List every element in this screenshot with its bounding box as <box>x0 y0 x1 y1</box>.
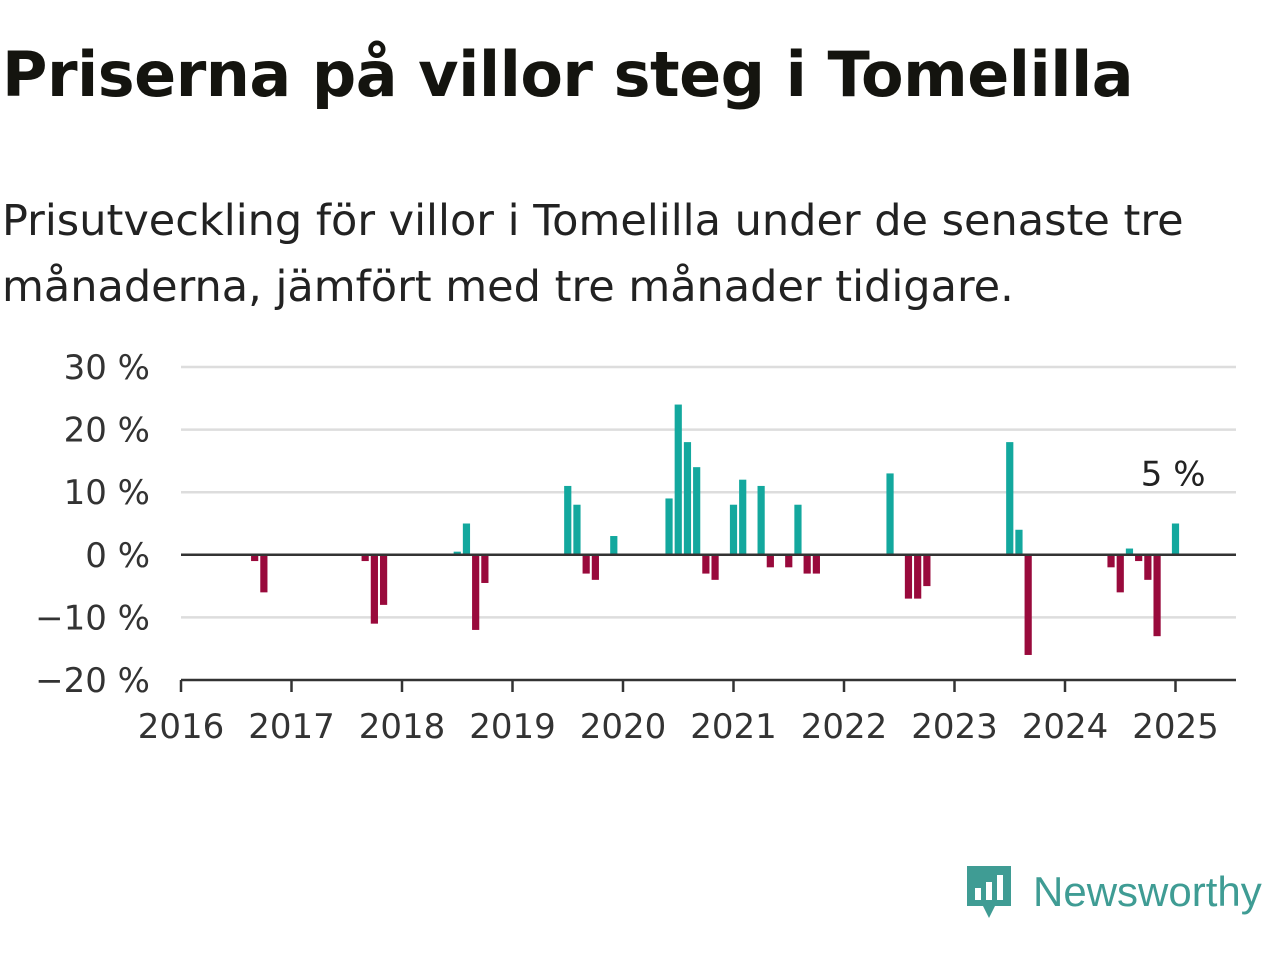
bar <box>361 554 369 562</box>
bar <box>766 554 774 568</box>
bar <box>370 554 378 624</box>
bar <box>481 554 489 583</box>
x-tick-label: 2025 <box>1132 707 1219 747</box>
bars <box>251 404 1180 655</box>
y-tick-label: −20 % <box>35 661 150 701</box>
bar <box>1153 554 1161 637</box>
bar <box>812 554 820 574</box>
bar <box>251 554 259 562</box>
brand-name: Newsworthy <box>1033 868 1262 915</box>
bar <box>1125 548 1134 555</box>
bar <box>462 523 471 555</box>
bar <box>1171 523 1180 555</box>
bar <box>1024 554 1032 655</box>
bar <box>591 554 599 580</box>
bar-chart: 30 %20 %10 %0 %−10 %−20 % 2016 2017 2018 20… <box>35 348 1236 747</box>
bar <box>1006 442 1014 555</box>
bar <box>886 473 894 555</box>
bar <box>674 404 682 555</box>
bar <box>472 554 480 630</box>
x-tick-label: 2020 <box>580 707 667 747</box>
bar <box>785 554 793 568</box>
bar <box>1135 554 1143 562</box>
y-tick-label: 20 % <box>64 411 150 451</box>
y-axis-tick-labels: 30 % 20 % 10 % 0 % −10 % −20 % <box>35 348 150 701</box>
data-label: 5 % <box>1141 455 1206 495</box>
x-tick-label: 2016 <box>138 707 225 747</box>
data-labels: 5 % <box>1141 455 1206 495</box>
bar <box>904 554 913 599</box>
bar <box>711 554 719 580</box>
bar <box>582 554 590 574</box>
bar <box>914 554 922 599</box>
x-axis-tick-labels: 2016 2017 2018 2019 2020 2021 2022 2023 2024 2025 <box>138 707 1219 747</box>
bar <box>739 479 747 555</box>
bar <box>693 467 701 555</box>
bar <box>794 504 802 555</box>
bar <box>379 554 388 605</box>
bar <box>923 554 931 587</box>
bar <box>1107 554 1115 568</box>
bar <box>702 554 710 574</box>
grid-lines <box>181 365 1236 619</box>
x-tick-label: 2024 <box>1022 707 1109 747</box>
y-tick-label: 0 % <box>85 536 150 576</box>
newsworthy-brand: Newsworthy <box>963 862 1262 922</box>
x-tick-label: 2017 <box>248 707 335 747</box>
bar <box>564 485 572 555</box>
bar <box>757 485 765 555</box>
chart-title: Priserna på villor steg i Tomelilla <box>2 38 1134 111</box>
bar <box>573 504 581 555</box>
bar <box>453 551 461 555</box>
bar <box>260 554 268 593</box>
x-tick-label: 2019 <box>469 707 556 747</box>
bar <box>683 442 692 555</box>
bar <box>803 554 811 574</box>
y-tick-label: 30 % <box>64 348 150 388</box>
bar <box>1116 554 1124 593</box>
bar <box>1015 529 1023 555</box>
newsworthy-logo-icon <box>967 866 1011 918</box>
axes <box>179 553 1236 692</box>
x-tick-label: 2023 <box>911 707 998 747</box>
y-tick-label: −10 % <box>35 598 150 638</box>
bar <box>1144 554 1152 580</box>
bar <box>665 498 673 555</box>
x-tick-label: 2018 <box>359 707 446 747</box>
chart-subtitle: Prisutveckling för villor i Tomelilla un… <box>2 196 1184 312</box>
y-tick-label: 10 % <box>64 473 150 513</box>
x-tick-label: 2022 <box>801 707 888 747</box>
bar <box>729 504 738 555</box>
x-tick-label: 2021 <box>690 707 777 747</box>
bar <box>610 536 618 555</box>
